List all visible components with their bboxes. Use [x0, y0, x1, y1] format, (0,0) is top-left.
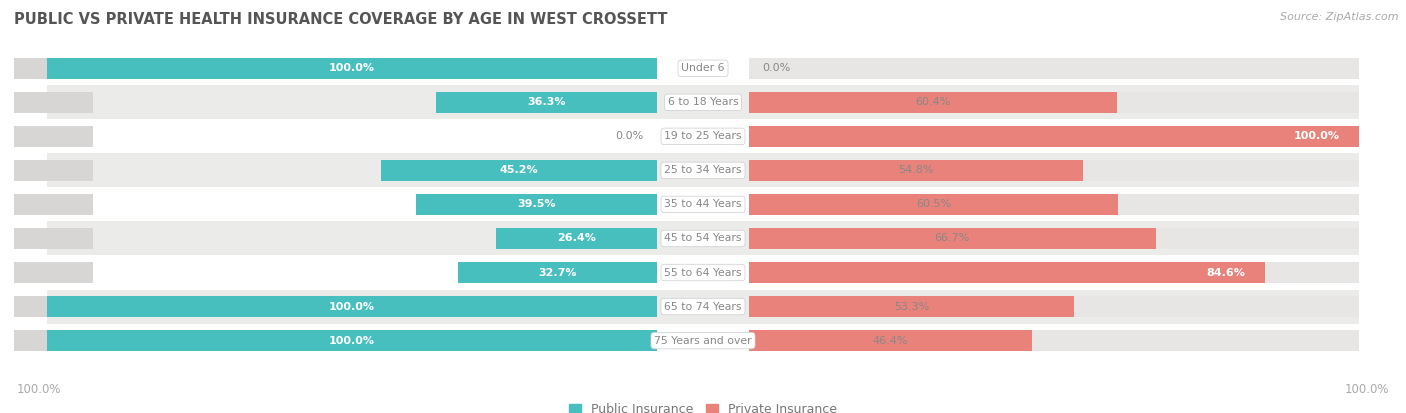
Bar: [457, 262, 657, 283]
Text: 84.6%: 84.6%: [1206, 268, 1246, 278]
Bar: [46, 58, 657, 79]
Bar: [749, 126, 1360, 147]
Bar: [749, 194, 1360, 215]
Bar: [381, 160, 657, 181]
Text: 35 to 44 Years: 35 to 44 Years: [664, 199, 742, 209]
Bar: [46, 323, 1360, 358]
Bar: [749, 92, 1360, 113]
Text: 66.7%: 66.7%: [935, 233, 970, 244]
Text: 54.8%: 54.8%: [898, 165, 934, 176]
Text: 100.0%: 100.0%: [329, 336, 375, 346]
Bar: [749, 160, 1083, 181]
Bar: [0, 262, 93, 283]
Bar: [0, 126, 93, 147]
Bar: [749, 194, 1118, 215]
Text: 55 to 64 Years: 55 to 64 Years: [664, 268, 742, 278]
Text: 46.4%: 46.4%: [873, 336, 908, 346]
Bar: [749, 228, 1156, 249]
Bar: [749, 330, 1360, 351]
Legend: Public Insurance, Private Insurance: Public Insurance, Private Insurance: [564, 398, 842, 413]
Text: 100.0%: 100.0%: [329, 301, 375, 311]
Text: 0.0%: 0.0%: [616, 131, 644, 141]
Text: 100.0%: 100.0%: [17, 384, 62, 396]
Text: 39.5%: 39.5%: [517, 199, 555, 209]
Bar: [749, 58, 1360, 79]
Text: 45 to 54 Years: 45 to 54 Years: [664, 233, 742, 244]
Bar: [0, 160, 93, 181]
Bar: [0, 58, 93, 79]
Text: 45.2%: 45.2%: [501, 165, 538, 176]
Bar: [749, 160, 1360, 181]
Text: 26.4%: 26.4%: [557, 233, 596, 244]
Bar: [749, 126, 1360, 147]
Text: 100.0%: 100.0%: [1294, 131, 1340, 141]
Bar: [0, 194, 93, 215]
Bar: [46, 153, 1360, 188]
Text: Under 6: Under 6: [682, 63, 724, 73]
Bar: [749, 92, 1118, 113]
Bar: [436, 92, 657, 113]
Text: 36.3%: 36.3%: [527, 97, 565, 107]
Text: 100.0%: 100.0%: [1344, 384, 1389, 396]
Bar: [46, 119, 1360, 153]
Bar: [749, 262, 1360, 283]
Text: 19 to 25 Years: 19 to 25 Years: [664, 131, 742, 141]
Text: PUBLIC VS PRIVATE HEALTH INSURANCE COVERAGE BY AGE IN WEST CROSSETT: PUBLIC VS PRIVATE HEALTH INSURANCE COVER…: [14, 12, 668, 27]
Bar: [749, 262, 1265, 283]
Text: 53.3%: 53.3%: [894, 301, 929, 311]
Bar: [749, 228, 1360, 249]
Bar: [46, 85, 1360, 119]
Text: 75 Years and over: 75 Years and over: [654, 336, 752, 346]
Bar: [46, 296, 657, 317]
Text: 60.4%: 60.4%: [915, 97, 950, 107]
Bar: [46, 221, 1360, 256]
Bar: [496, 228, 657, 249]
Bar: [749, 330, 1032, 351]
Bar: [46, 290, 1360, 323]
Bar: [46, 51, 1360, 85]
Text: 32.7%: 32.7%: [538, 268, 576, 278]
Bar: [46, 330, 657, 351]
Bar: [0, 92, 93, 113]
Text: 60.5%: 60.5%: [915, 199, 950, 209]
Text: 6 to 18 Years: 6 to 18 Years: [668, 97, 738, 107]
Bar: [0, 228, 93, 249]
Text: 0.0%: 0.0%: [762, 63, 790, 73]
Bar: [749, 296, 1360, 317]
Text: 25 to 34 Years: 25 to 34 Years: [664, 165, 742, 176]
Bar: [416, 194, 657, 215]
Text: 65 to 74 Years: 65 to 74 Years: [664, 301, 742, 311]
Bar: [0, 330, 93, 351]
Bar: [46, 256, 1360, 290]
Bar: [46, 188, 1360, 221]
Bar: [749, 296, 1074, 317]
Text: 100.0%: 100.0%: [329, 63, 375, 73]
Bar: [0, 296, 93, 317]
Text: Source: ZipAtlas.com: Source: ZipAtlas.com: [1281, 12, 1399, 22]
